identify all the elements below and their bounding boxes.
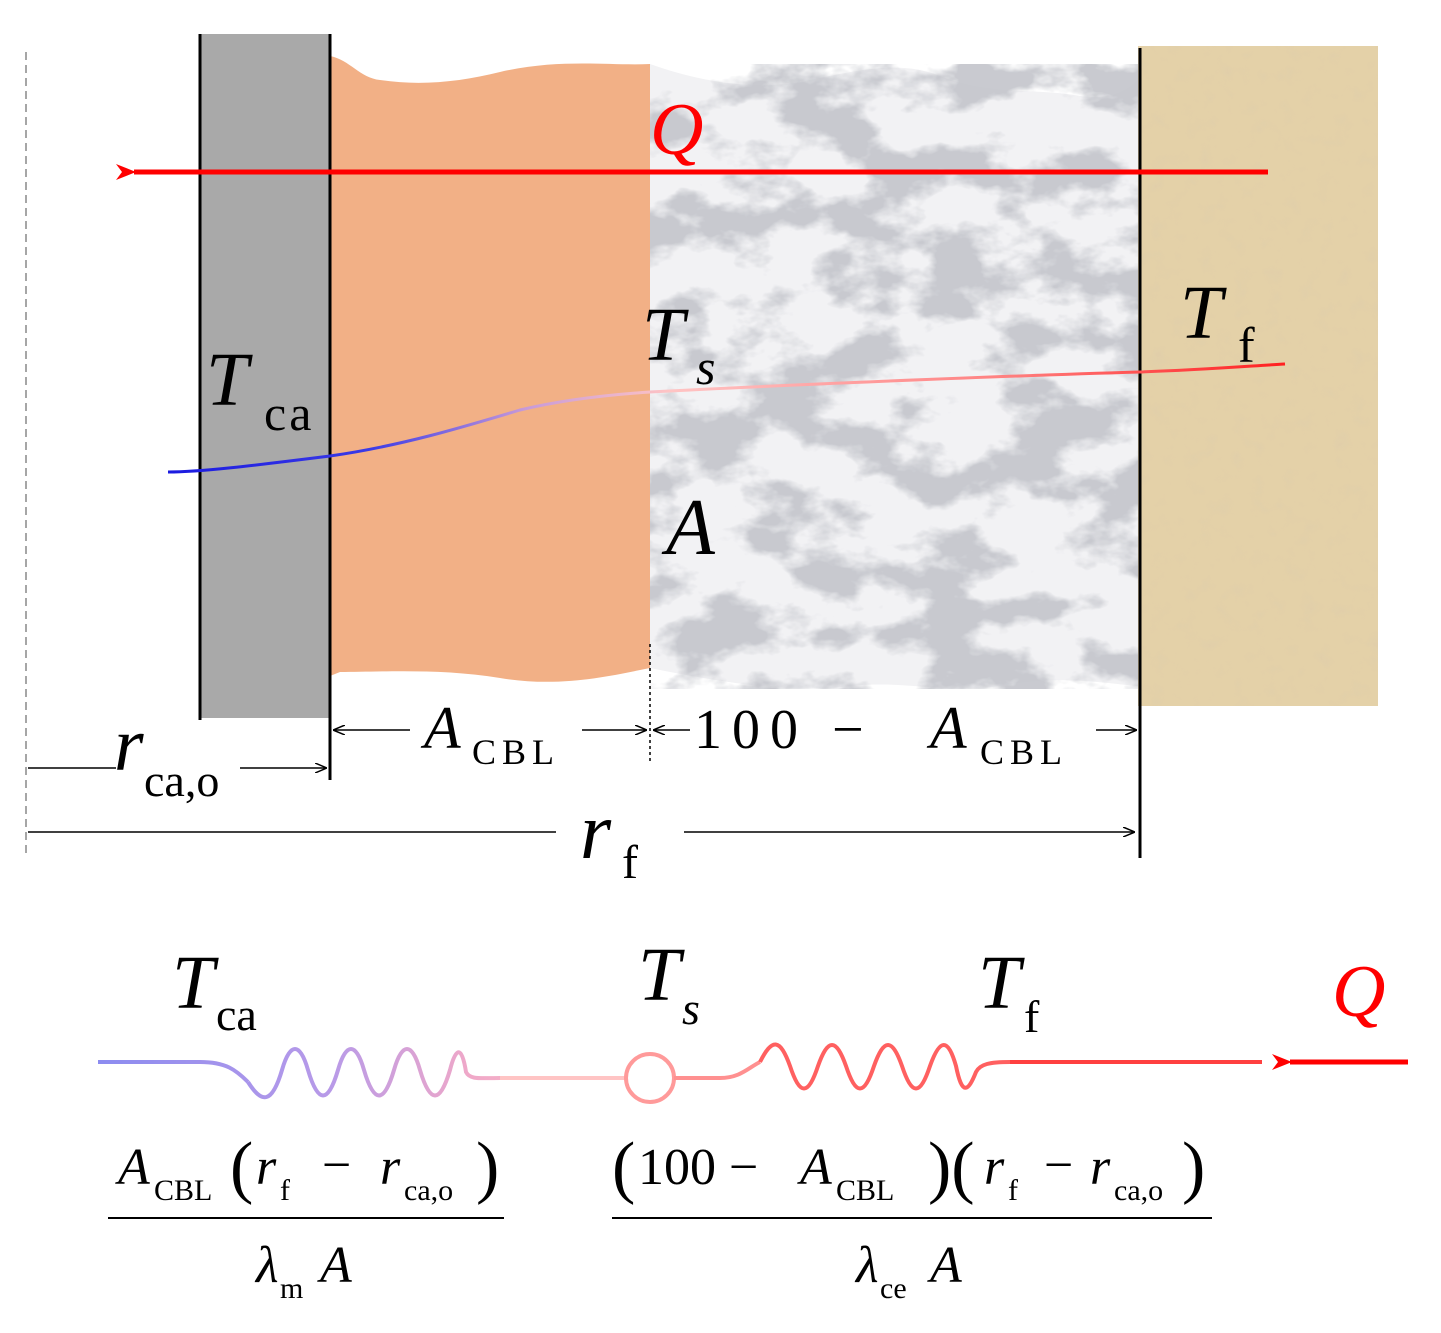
rest-thickness-label: 100 − A CBL: [694, 695, 1068, 772]
svg-text:A: A: [420, 695, 461, 761]
cbl-thickness-label: A CBL: [420, 695, 560, 772]
svg-text:f: f: [1024, 991, 1040, 1042]
svg-text:r: r: [114, 703, 144, 787]
circuit-tf-label: T f: [978, 941, 1040, 1042]
resistance-2-formula: ( 100 − A CBL )( r f − r ca,o ) λ ce A: [612, 1129, 1212, 1305]
cement-region: [650, 64, 1138, 689]
svg-text:T: T: [978, 941, 1025, 1025]
svg-text:(: (: [230, 1129, 253, 1206]
svg-text:A: A: [115, 1139, 150, 1196]
svg-text:−: −: [1044, 1137, 1073, 1194]
svg-text:f: f: [280, 1174, 290, 1207]
svg-text:f: f: [622, 836, 638, 889]
svg-text:s: s: [696, 339, 715, 395]
svg-text:s: s: [682, 983, 700, 1034]
svg-text:): ): [1182, 1129, 1205, 1206]
resistor-1: [246, 1047, 501, 1100]
svg-text:r: r: [1090, 1139, 1111, 1196]
svg-text:r: r: [580, 788, 612, 876]
svg-text:ce: ce: [880, 1272, 907, 1305]
svg-text:λ: λ: [854, 1237, 879, 1294]
formation-region: [1138, 46, 1378, 706]
svg-text:CBL: CBL: [980, 732, 1068, 772]
svg-text:−: −: [322, 1137, 351, 1194]
svg-text:CBL: CBL: [472, 732, 560, 772]
circuit-heat-label: Q: [1332, 951, 1385, 1033]
temperature-profile-curve: [167, 362, 1286, 474]
svg-text:100 −: 100 −: [638, 1139, 758, 1196]
svg-text:CBL: CBL: [836, 1174, 894, 1207]
svg-text:T: T: [1180, 271, 1227, 355]
svg-text:r: r: [984, 1139, 1005, 1196]
svg-text:A: A: [926, 695, 967, 761]
svg-text:A: A: [797, 1139, 832, 1196]
svg-text:A: A: [927, 1237, 962, 1294]
svg-text:ca: ca: [216, 989, 257, 1040]
cbl-region: [330, 56, 650, 682]
svg-text:ca,o: ca,o: [144, 755, 219, 806]
resistor-2: [758, 1042, 1011, 1091]
formation-temp-label: T f: [1180, 271, 1255, 373]
svg-text:f: f: [1238, 317, 1255, 373]
circuit-tca-label: T ca: [172, 941, 257, 1040]
svg-text:ca,o: ca,o: [404, 1174, 453, 1207]
casing-wall: [200, 34, 330, 718]
svg-text:): ): [476, 1129, 499, 1206]
formation-radius-label: r f: [580, 788, 638, 889]
svg-text:A: A: [317, 1237, 352, 1294]
casing-radius-label: r ca,o: [114, 703, 219, 806]
svg-text:100 −: 100 −: [694, 699, 874, 761]
casing-temp-label: T ca: [206, 338, 314, 441]
svg-text:T: T: [642, 293, 689, 377]
svg-text:T: T: [172, 941, 219, 1025]
circuit-ts-label: T s: [638, 933, 700, 1034]
svg-text:T: T: [206, 338, 253, 422]
svg-text:(: (: [612, 1129, 635, 1206]
svg-text:f: f: [1008, 1174, 1018, 1207]
area-label: A: [661, 484, 716, 572]
svg-text:λ: λ: [254, 1237, 279, 1294]
svg-text:ca,o: ca,o: [1114, 1174, 1163, 1207]
interface-temp-label: T s: [642, 293, 715, 395]
interface-node: [624, 1052, 676, 1104]
resistance-1-formula: A CBL ( r f − r ca,o ) λ m A: [108, 1129, 504, 1305]
svg-text:r: r: [256, 1139, 277, 1196]
svg-text:T: T: [638, 933, 685, 1017]
circuit-wire-left: [98, 1060, 250, 1084]
circuit-wire-mid-right: [674, 1060, 761, 1080]
heat-flow-label: Q: [650, 89, 703, 171]
svg-text:ca: ca: [264, 385, 314, 441]
svg-text:m: m: [280, 1272, 303, 1305]
svg-text:CBL: CBL: [154, 1174, 212, 1207]
svg-text:r: r: [380, 1139, 401, 1196]
thermal-circuit: [98, 1042, 1408, 1104]
svg-text:)(: )(: [928, 1129, 975, 1206]
